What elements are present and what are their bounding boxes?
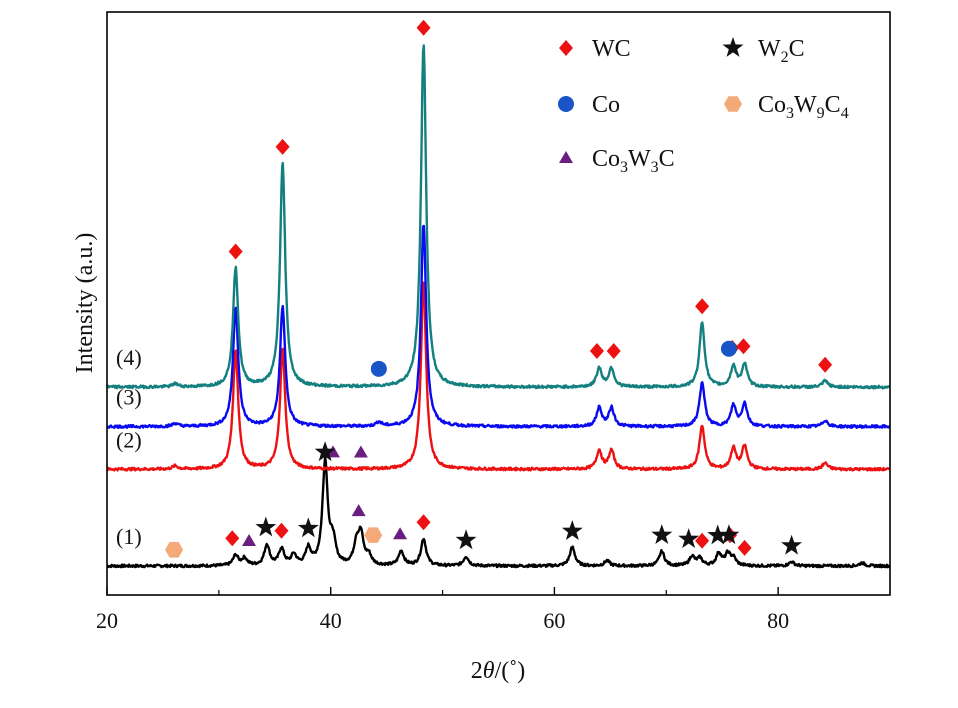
x-tick-label: 80 xyxy=(767,608,789,633)
marker-co3w9c4 xyxy=(165,542,184,558)
x-tick-layer: 20 40 60 80 xyxy=(96,587,789,633)
legend-label: Co3W3C xyxy=(592,146,675,176)
series-line-2 xyxy=(107,281,890,472)
x-tick-label: 60 xyxy=(543,608,565,633)
legend-label-part: 3 xyxy=(651,159,659,176)
marker-wc xyxy=(736,338,751,355)
marker-co3w3c xyxy=(242,534,257,547)
legend-marker-co3w3c xyxy=(559,151,573,163)
legend-label-part: 3 xyxy=(620,159,628,176)
marker-w2c xyxy=(314,441,336,462)
marker-co3w9c4 xyxy=(364,527,383,543)
legend-label-part: C xyxy=(659,146,675,172)
marker-co xyxy=(720,340,737,357)
series-label-3: (3) xyxy=(116,385,142,410)
x-axis-label: 2θ/(˚) xyxy=(471,658,525,684)
series-label-2: (2) xyxy=(116,427,142,452)
marker-w2c xyxy=(297,517,319,538)
legend-label-part: 3 xyxy=(786,105,794,122)
marker-wc xyxy=(695,532,710,549)
marker-wc xyxy=(228,243,243,260)
marker-w2c xyxy=(255,516,277,537)
marker-w2c xyxy=(455,529,477,550)
marker-w2c xyxy=(707,524,729,545)
marker-wc xyxy=(695,298,710,315)
series-label-layer: (1) (2) (3) (4) xyxy=(116,345,142,549)
legend-marker-w2c xyxy=(722,37,744,57)
marker-wc xyxy=(606,343,621,360)
marker-w2c xyxy=(718,524,740,545)
x-tick-label: 20 xyxy=(96,608,118,633)
legend-label-part: 2 xyxy=(781,49,789,66)
legend-label-part: W xyxy=(758,36,781,62)
marker-wc xyxy=(737,539,752,556)
marker-co3w3c xyxy=(393,527,408,540)
legend-label-part: Co xyxy=(592,146,620,172)
marker-wc xyxy=(818,356,833,373)
legend-label: Co3W9C4 xyxy=(758,92,849,122)
series-label-1: (1) xyxy=(116,524,142,549)
legend-marker-co xyxy=(558,96,574,112)
legend-label-part: WC xyxy=(592,36,631,62)
series-label-4: (4) xyxy=(116,345,142,370)
marker-wc xyxy=(589,343,604,360)
legend-label-part: Co xyxy=(758,92,786,118)
y-axis-label: Intensity (a.u.) xyxy=(72,233,98,374)
series-line-3 xyxy=(107,224,890,429)
marker-wc xyxy=(416,19,431,36)
marker-w2c xyxy=(678,528,700,548)
legend-label-part: 4 xyxy=(841,105,849,122)
legend-label-part: Co xyxy=(592,92,620,118)
x-axis-label-part: θ xyxy=(483,658,495,684)
marker-w2c xyxy=(561,520,583,540)
plot-frame xyxy=(106,11,891,596)
marker-co3w3c xyxy=(353,445,368,458)
series-line-4 xyxy=(107,44,890,390)
legend-marker-co3w9c4 xyxy=(724,96,742,112)
marker-w2c xyxy=(651,524,673,544)
legend-label: Co xyxy=(592,92,620,118)
x-axis-label-part: 2 xyxy=(471,658,483,684)
legend-label: W2C xyxy=(758,36,805,66)
phase-marker-layer xyxy=(165,19,833,558)
legend-marker-wc xyxy=(559,40,573,56)
legend-label: WC xyxy=(592,36,631,62)
marker-co xyxy=(370,360,387,377)
legend-label-part: C xyxy=(825,92,841,118)
series-layer xyxy=(107,44,890,569)
x-axis-label-part: /(˚) xyxy=(495,658,526,684)
marker-co3w3c xyxy=(351,504,366,517)
marker-wc xyxy=(275,138,290,155)
marker-w2c xyxy=(781,534,802,555)
marker-wc xyxy=(274,522,289,539)
marker-wc xyxy=(416,514,431,531)
x-tick-label: 40 xyxy=(320,608,342,633)
legend-label-part: 9 xyxy=(817,105,825,122)
marker-wc xyxy=(225,530,240,547)
series-line-1 xyxy=(107,456,890,569)
legend-label-part: C xyxy=(789,36,805,62)
legend-label-part: W xyxy=(794,92,817,118)
legend-label-part: W xyxy=(628,146,651,172)
